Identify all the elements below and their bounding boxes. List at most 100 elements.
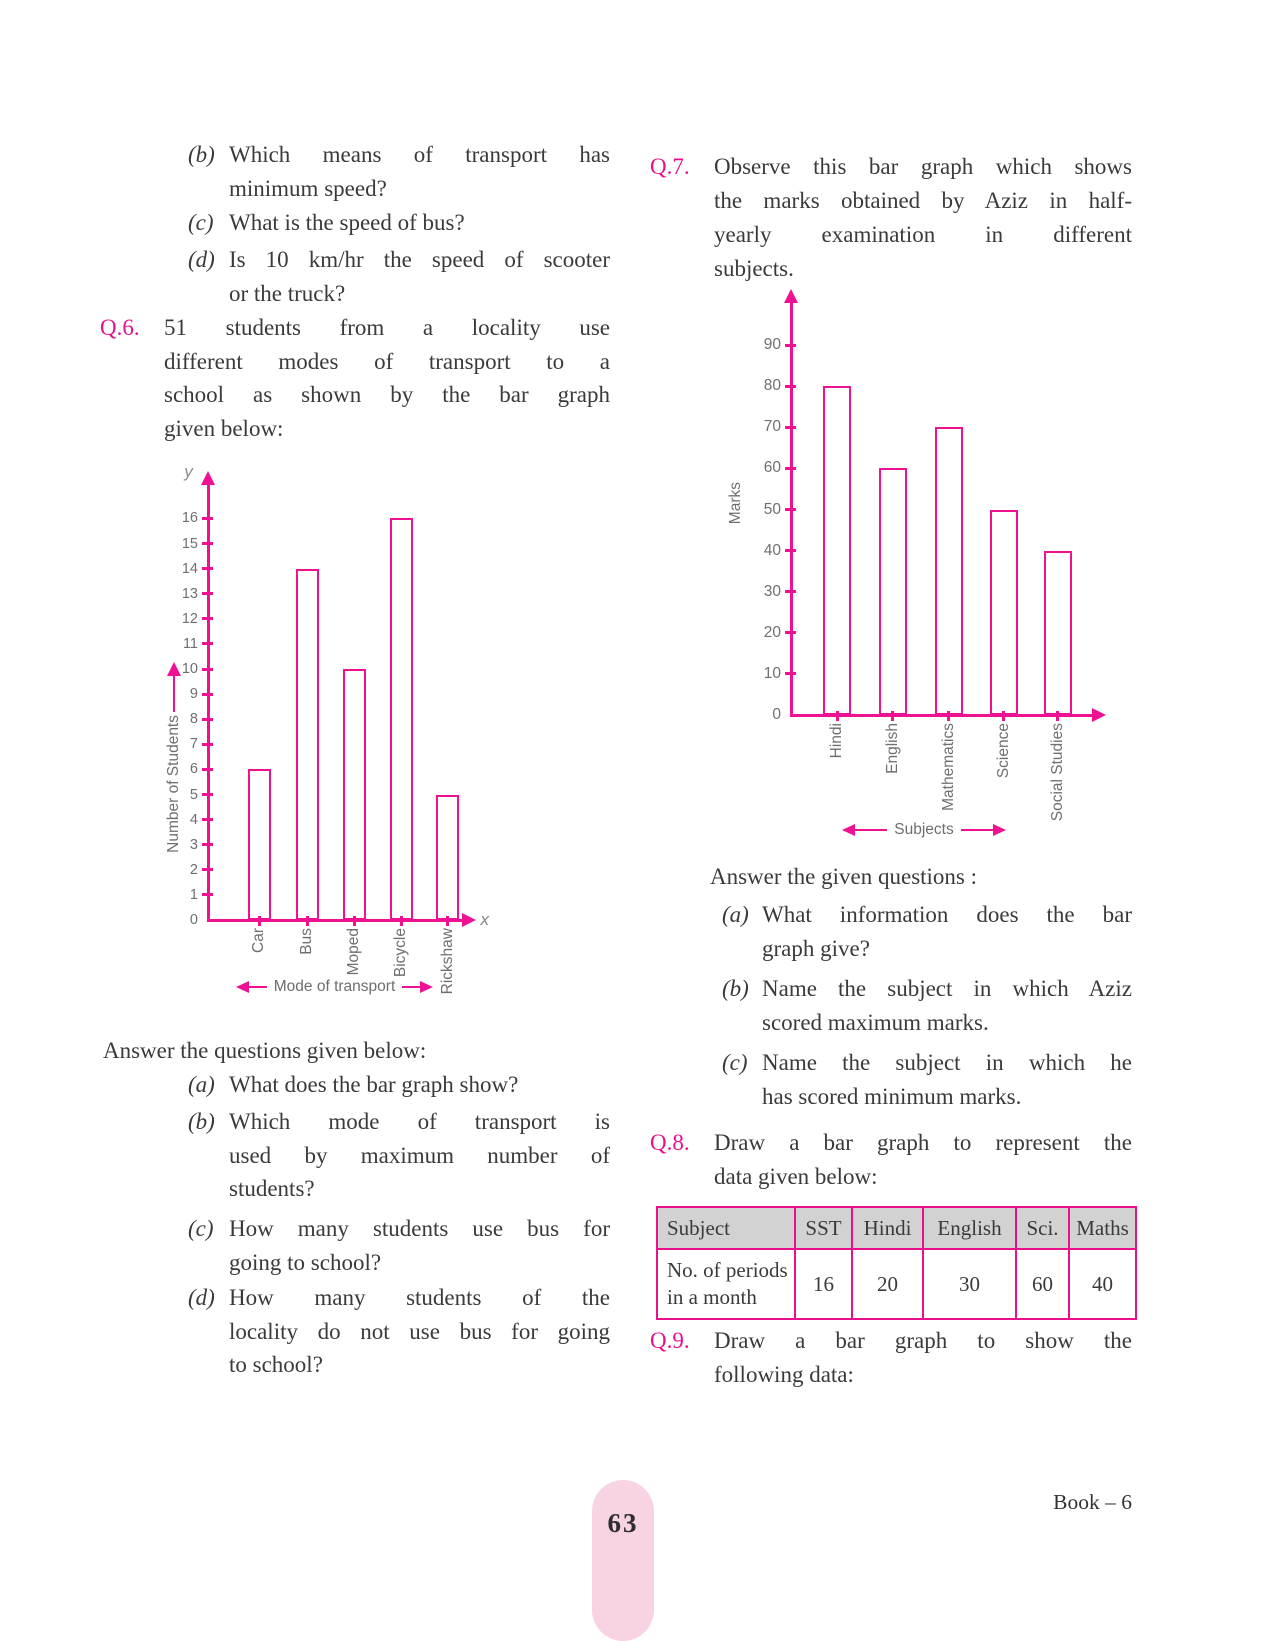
text-line: data given below: xyxy=(714,1164,878,1189)
item-text: Name the subject in which he has scored m… xyxy=(762,1046,1132,1114)
y-axis-line xyxy=(206,484,210,922)
y-tick-label: 10 xyxy=(763,664,781,682)
y-tick-label: 15 xyxy=(181,535,198,552)
y-tick-mark xyxy=(202,893,213,897)
text-line: graph give? xyxy=(762,936,870,961)
periods-table: Subject SST Hindi English Sci. Maths No.… xyxy=(656,1206,1137,1320)
table-header-cell: SST xyxy=(794,1206,853,1250)
y-tick-mark xyxy=(202,542,213,545)
y-tick-mark xyxy=(202,793,213,796)
item-text: How many students of the locality do not … xyxy=(229,1281,610,1382)
x-tick-mark xyxy=(399,916,403,926)
x-axis-letter: x xyxy=(480,910,490,929)
y-tick-mark xyxy=(785,508,796,511)
question-item-d: (d) Is 10 km/hr the speed of scooter or t… xyxy=(188,243,610,310)
bar-bus xyxy=(295,568,319,920)
text-line: scored maximum marks. xyxy=(762,1010,989,1035)
table-data-row: No. of periods in a month 16 20 30 60 40 xyxy=(656,1248,1137,1320)
text-line: used by maximum number of xyxy=(229,1142,610,1168)
y-tick-label: 80 xyxy=(763,377,781,395)
y-tick-label: 14 xyxy=(181,560,198,577)
y-tick-label: 2 xyxy=(189,861,198,878)
x-tick-mark xyxy=(891,711,894,721)
x-axis-title-group: Subjects xyxy=(842,821,1007,839)
y-tick-mark xyxy=(202,742,213,746)
bar-social-studies xyxy=(1043,550,1072,715)
y-tick-label: 5 xyxy=(189,786,198,803)
value-cell: 16 xyxy=(794,1248,853,1320)
answer-item-b: (b) Which mode of transport is used by ma… xyxy=(188,1105,610,1206)
value-cell: 20 xyxy=(851,1248,924,1320)
question-text: Observe this bar graph which shows the ma… xyxy=(714,150,1132,286)
left-arrow-icon xyxy=(236,981,249,993)
value-cell: 60 xyxy=(1015,1248,1070,1320)
question-text: Draw a bar graph to represent the data gi… xyxy=(714,1126,1132,1194)
item-marker: (b) xyxy=(188,1109,215,1134)
page-number-pill xyxy=(592,1480,654,1641)
text-line: What does the bar graph show? xyxy=(229,1072,519,1097)
arrow-line xyxy=(402,985,421,989)
text-line: following data: xyxy=(714,1362,854,1387)
text-line: going to school? xyxy=(229,1249,382,1275)
right-arrow-icon xyxy=(993,824,1007,836)
item-text: What does the bar graph show? xyxy=(229,1068,610,1102)
item-marker: (d) xyxy=(188,1285,215,1310)
question-number: Q.7. xyxy=(650,154,690,179)
text-line: subjects. xyxy=(714,256,794,281)
x-axis-arrowhead xyxy=(1092,708,1106,722)
text-line: Which mode of transport is xyxy=(229,1109,610,1134)
y-tick-mark xyxy=(785,425,796,429)
answer-heading-right: Answer the given questions : xyxy=(710,864,978,889)
y-tick-label: 0 xyxy=(189,912,198,928)
text-line: has scored minimum marks. xyxy=(762,1084,1022,1109)
text-line: How many students use bus for xyxy=(229,1216,610,1241)
question-number: Q.9. xyxy=(650,1328,690,1353)
y-tick-label: 11 xyxy=(182,635,198,652)
answer-item-c: (c) Name the subject in which he has scor… xyxy=(722,1046,1132,1114)
y-tick-label: 1 xyxy=(189,886,198,903)
item-marker: (c) xyxy=(188,210,214,235)
answer-heading-left: Answer the questions given below: xyxy=(103,1038,427,1063)
y-tick-mark xyxy=(202,767,213,771)
y-tick-mark xyxy=(202,868,213,872)
answer-item-a: (a) What information does the bar graph g… xyxy=(722,898,1132,966)
bar-english xyxy=(878,468,907,715)
y-tick-label: 8 xyxy=(189,711,198,728)
x-category-label: Rickshaw xyxy=(438,928,456,995)
y-tick-label: 50 xyxy=(763,500,781,518)
x-tick-mark xyxy=(835,711,839,721)
y-tick-label: 4 xyxy=(189,811,198,828)
y-axis-title-group: Number of Students xyxy=(160,662,188,853)
x-tick-mark xyxy=(446,916,449,926)
item-marker: (a) xyxy=(722,902,749,927)
y-tick-label: 20 xyxy=(763,623,781,641)
y-tick-mark xyxy=(785,466,796,470)
question-text: Draw a bar graph to show the following da… xyxy=(714,1324,1132,1392)
y-axis-arrowhead xyxy=(201,471,215,485)
y-tick-label: 3 xyxy=(189,836,198,853)
x-tick-mark xyxy=(1002,711,1005,721)
text-line: What information does the bar xyxy=(762,902,1132,927)
y-tick-mark xyxy=(202,818,213,822)
x-category-label: Social Studies xyxy=(1048,723,1066,822)
text-line: Name the subject in which Aziz xyxy=(762,976,1132,1001)
x-axis-arrowhead xyxy=(462,913,476,927)
item-marker: (d) xyxy=(188,247,215,272)
item-text: Is 10 km/hr the speed of scooter or the t… xyxy=(229,243,610,310)
y-tick-label: 90 xyxy=(763,336,781,354)
y-tick-mark xyxy=(785,631,796,635)
item-text: Name the subject in which Aziz scored max… xyxy=(762,972,1132,1040)
x-axis-title: Subjects xyxy=(894,821,954,838)
item-text: What is the speed of bus? xyxy=(229,206,610,240)
item-marker: (b) xyxy=(188,142,215,167)
x-category-label: Hindi xyxy=(828,723,845,759)
arrow-line xyxy=(249,985,267,989)
up-arrow-icon xyxy=(167,662,181,676)
y-tick-mark xyxy=(202,692,213,696)
text-line: Observe this bar graph which shows xyxy=(714,154,1132,179)
item-marker: (b) xyxy=(722,976,749,1001)
text-line: given below: xyxy=(164,415,284,441)
item-marker: (a) xyxy=(188,1072,215,1097)
y-axis-letter: y xyxy=(184,462,194,481)
bar-bicycle xyxy=(389,518,413,920)
